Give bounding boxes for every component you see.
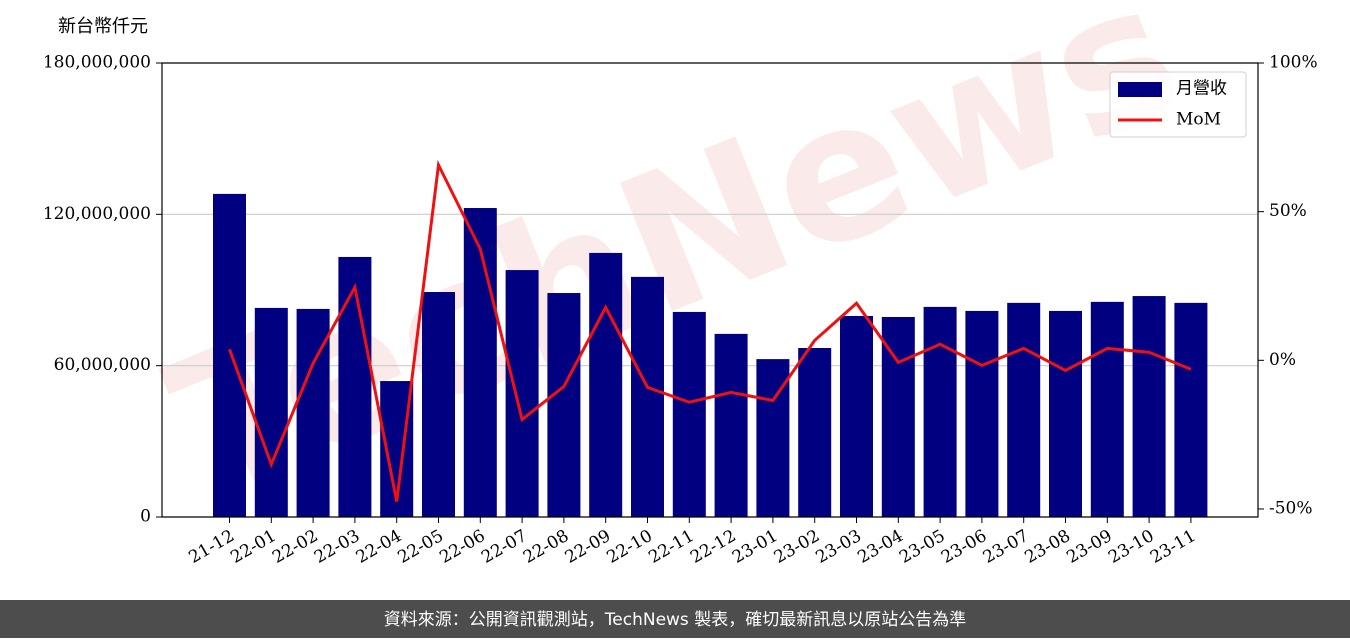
- y2-tick-label: -50%: [1269, 498, 1313, 518]
- bar: [547, 293, 581, 517]
- x-tick-label: 23-06: [938, 526, 990, 568]
- bar: [1132, 296, 1166, 517]
- bar: [672, 311, 706, 517]
- footer-text: 資料來源：公開資訊觀測站，TechNews 製表，確切最新訊息以原站公告為準: [384, 610, 966, 630]
- x-tick-label: 22-08: [520, 526, 572, 568]
- x-tick-label: 23-02: [771, 526, 823, 568]
- x-tick-label: 23-05: [896, 526, 948, 568]
- bar: [840, 315, 873, 517]
- bar: [881, 316, 915, 517]
- x-tick-label: 21-12: [186, 526, 238, 568]
- y-tick-label: 180,000,000: [43, 53, 151, 73]
- x-tick-label: 22-02: [269, 526, 321, 568]
- x-tick-label: 23-04: [854, 526, 906, 568]
- bar: [505, 270, 539, 517]
- x-tick-label: 23-10: [1105, 526, 1157, 568]
- bar: [422, 292, 455, 517]
- bar: [923, 306, 957, 517]
- x-tick-label: 23-03: [813, 526, 865, 568]
- y2-tick-label: 50%: [1269, 201, 1307, 221]
- bar: [463, 208, 497, 517]
- x-tick-label: 23-07: [980, 526, 1032, 568]
- legend-swatch: [1118, 82, 1162, 97]
- x-tick-label: 23-01: [729, 526, 781, 568]
- x-tick-label: 23-09: [1063, 526, 1115, 568]
- legend-label: 月營收: [1176, 79, 1227, 99]
- y-tick-label: 60,000,000: [54, 355, 151, 375]
- bar: [1049, 310, 1082, 517]
- y-tick-label: 120,000,000: [43, 204, 151, 224]
- bar: [798, 348, 832, 517]
- bar: [213, 193, 246, 518]
- x-tick-label: 22-07: [478, 526, 530, 568]
- y2-tick-label: 0%: [1269, 350, 1296, 370]
- x-tick-label: 23-11: [1147, 526, 1199, 568]
- x-tick-label: 22-05: [395, 526, 447, 568]
- bar: [714, 333, 748, 517]
- x-tick-label: 22-11: [645, 526, 697, 568]
- x-tick-label: 23-08: [1022, 526, 1074, 568]
- bar: [338, 256, 372, 517]
- y2-tick-label: 100%: [1269, 53, 1318, 73]
- x-tick-label: 22-09: [562, 526, 614, 568]
- bar: [631, 276, 664, 517]
- bar: [1090, 301, 1124, 517]
- x-tick-label: 22-12: [687, 526, 739, 568]
- footer-bar: [0, 600, 1350, 638]
- bar: [589, 252, 623, 517]
- plot-frame: [161, 62, 1259, 518]
- x-tick-label: 22-10: [604, 526, 656, 568]
- unit-label: 新台幣仟元: [58, 16, 148, 37]
- x-tick-label: 22-04: [353, 526, 405, 568]
- mom-line: [228, 159, 1192, 502]
- legend-label: MoM: [1176, 110, 1221, 130]
- x-tick-label: 22-06: [436, 526, 488, 568]
- bar: [1174, 302, 1208, 517]
- y-tick-label: 0: [140, 507, 151, 527]
- x-tick-label: 22-03: [311, 526, 363, 568]
- bar: [1007, 302, 1041, 517]
- bar: [254, 307, 288, 517]
- bar: [965, 310, 999, 517]
